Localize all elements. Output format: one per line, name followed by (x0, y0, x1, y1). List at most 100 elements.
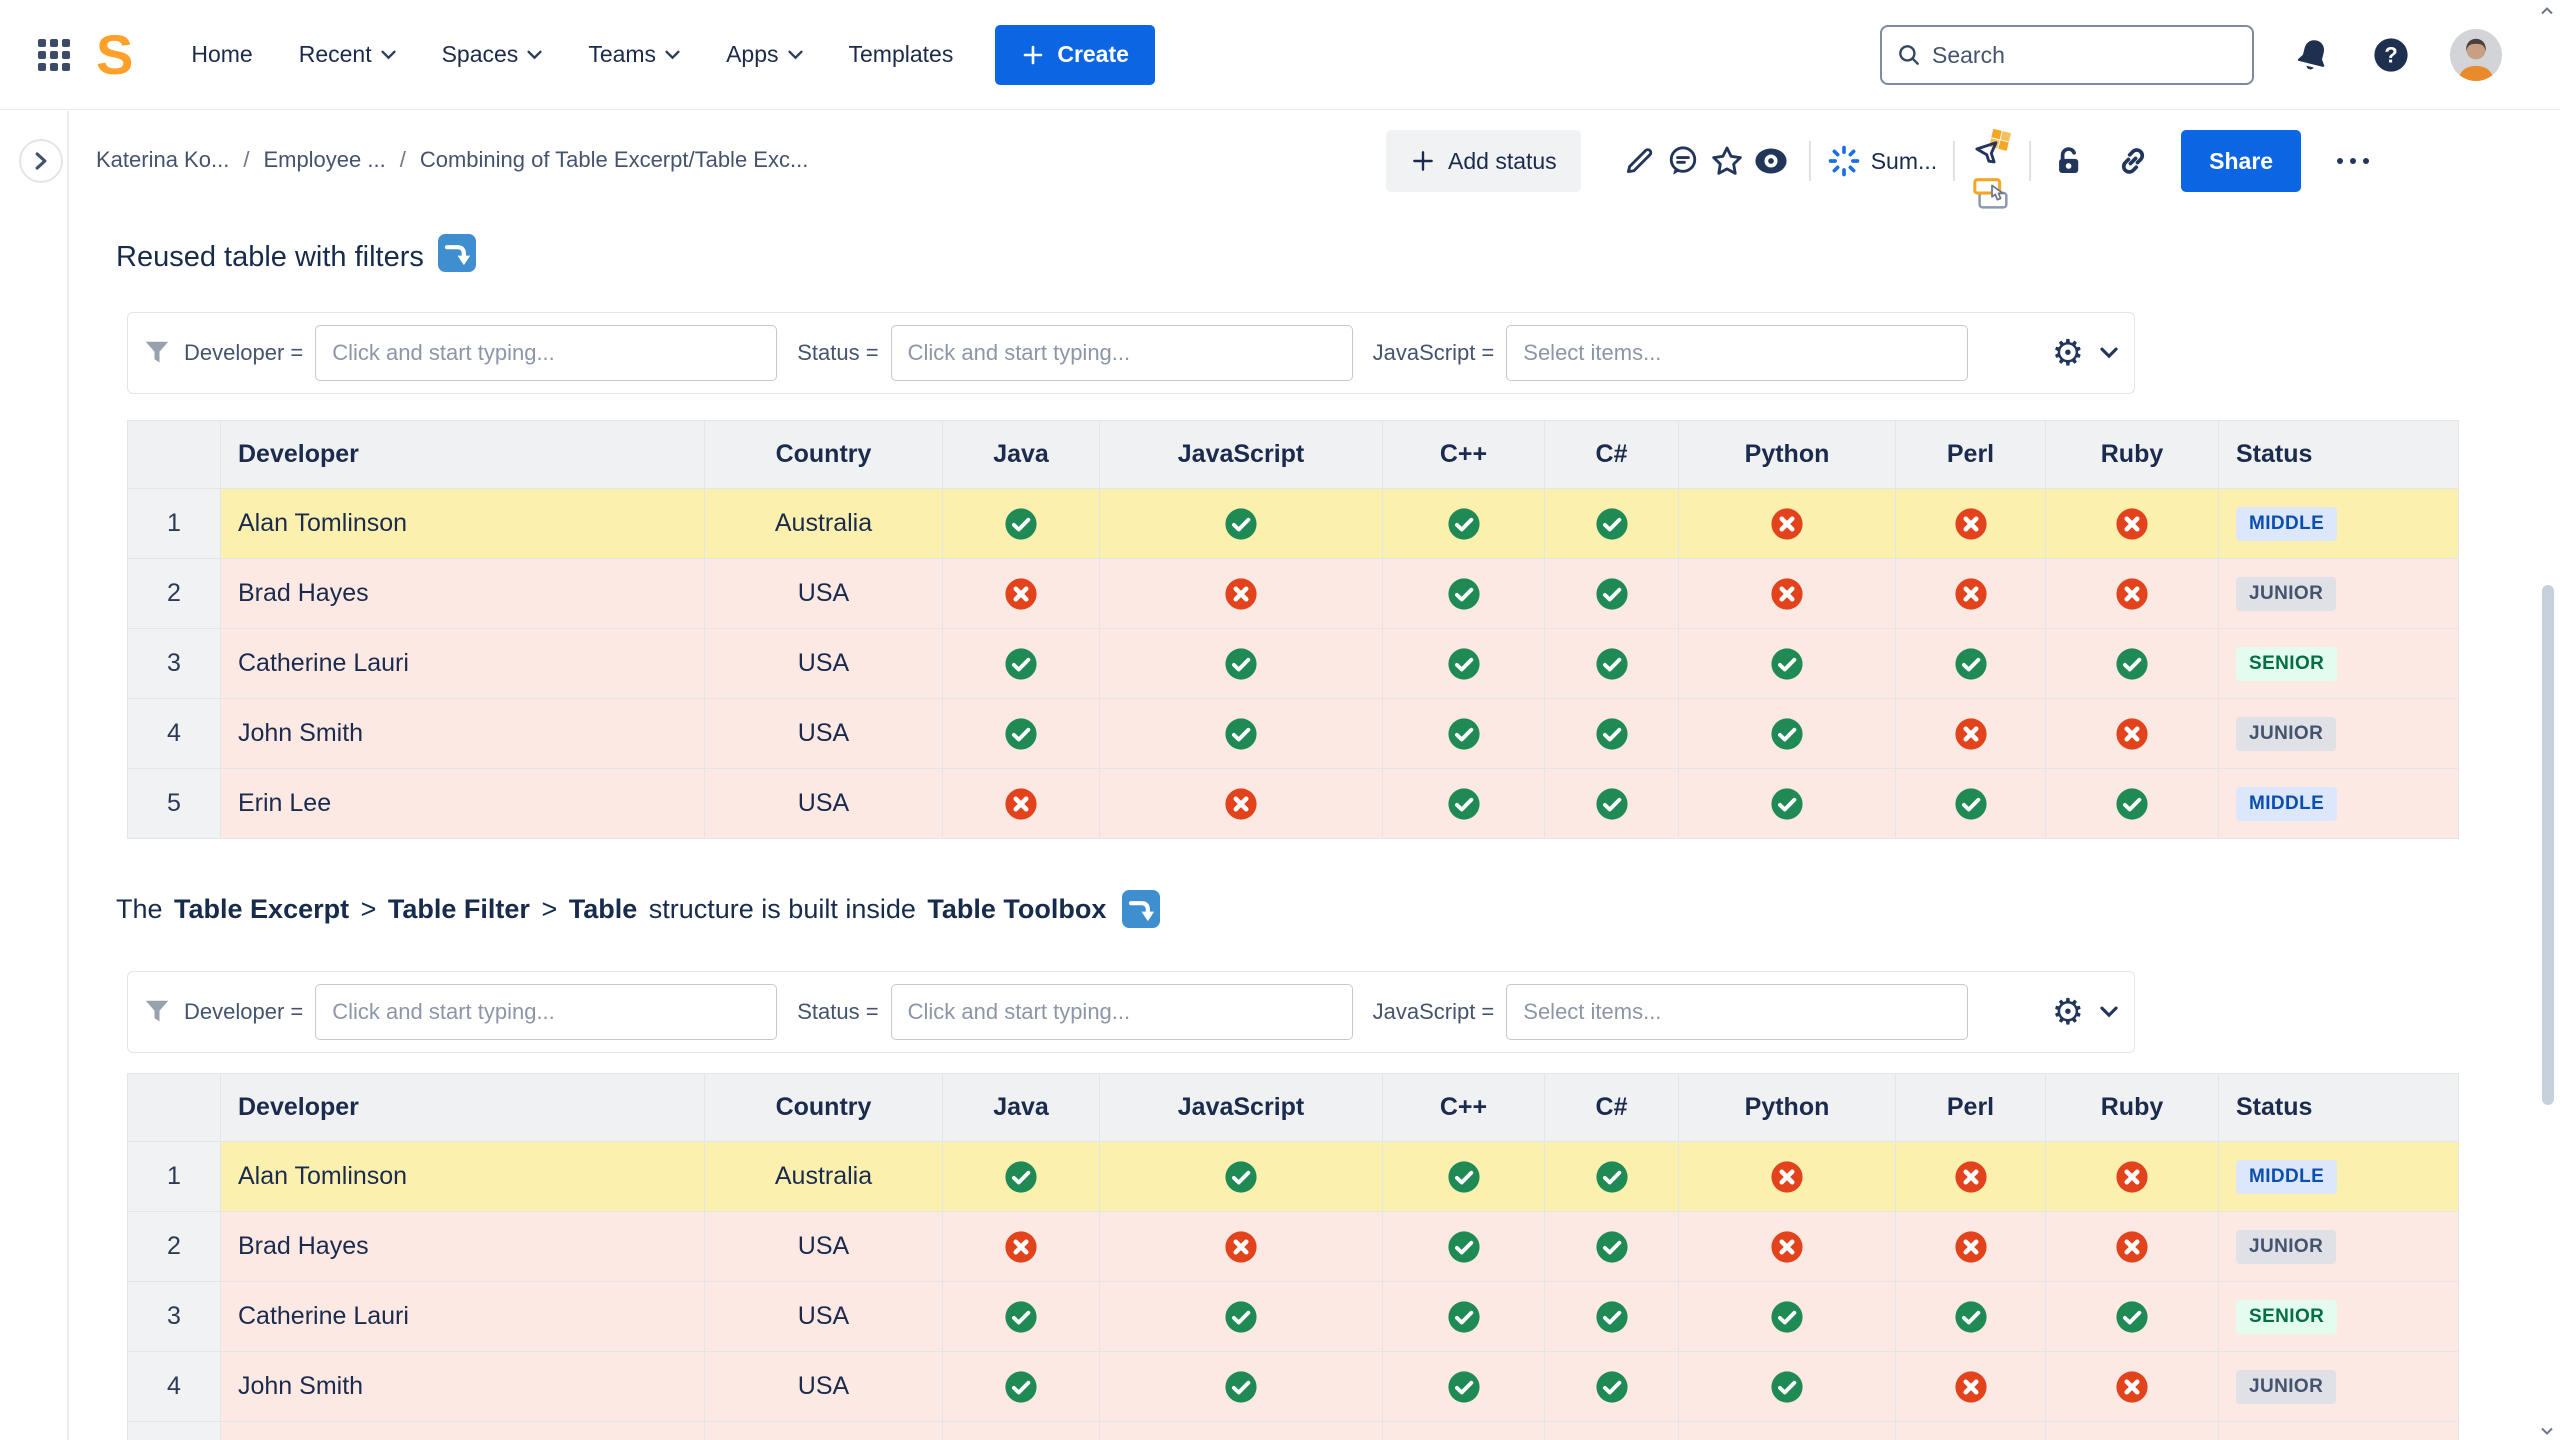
cross-icon (1004, 787, 1038, 821)
skill-cell (1100, 559, 1383, 629)
row-number: 4 (128, 699, 221, 769)
skill-cell (1383, 769, 1545, 839)
scroll-down-arrow[interactable] (2540, 1426, 2554, 1436)
gear-icon[interactable]: ⚙ (2052, 994, 2084, 1030)
search-box[interactable] (1880, 25, 2254, 85)
developer-cell: Erin Lee (221, 769, 705, 839)
skill-cell (1896, 1282, 2046, 1352)
check-icon (2115, 787, 2149, 821)
developer-cell: Brad Hayes (221, 559, 705, 629)
cross-icon (1004, 1230, 1038, 1264)
comment-icon[interactable] (1661, 139, 1705, 183)
skill-cell (1383, 1352, 1545, 1422)
user-avatar[interactable] (2450, 29, 2502, 81)
stiltsoft-logo[interactable]: S (96, 27, 133, 83)
nav-item-teams[interactable]: Teams (588, 41, 680, 68)
share-button[interactable]: Share (2181, 130, 2301, 192)
watch-eye-icon[interactable] (1749, 139, 1793, 183)
cross-icon (1224, 1230, 1258, 1264)
column-header (128, 421, 221, 489)
filter-select[interactable] (1506, 325, 1968, 381)
cross-icon (1224, 577, 1258, 611)
status-cell: MIDDLE (2219, 769, 2459, 839)
check-icon (1224, 717, 1258, 751)
confluence-page: S Home Recent Spaces Teams Apps Templates Cre… (0, 0, 2560, 1440)
row-number: 4 (128, 1352, 221, 1422)
check-icon (1595, 1370, 1629, 1404)
skill-cell (1896, 1352, 2046, 1422)
check-icon (1447, 787, 1481, 821)
more-actions-button[interactable] (2327, 148, 2379, 174)
nav-right-group: ? (1880, 0, 2502, 110)
filter-input[interactable] (891, 984, 1353, 1040)
breadcrumb-item[interactable]: Combining of Table Excerpt/Table Exc... (420, 147, 808, 173)
skill-cell (943, 1282, 1100, 1352)
help-icon[interactable]: ? (2372, 36, 2410, 74)
check-icon (1447, 717, 1481, 751)
country-cell: USA (705, 559, 943, 629)
nav-item-apps[interactable]: Apps (726, 41, 802, 68)
cross-icon (1224, 787, 1258, 821)
skill-cell (1383, 699, 1545, 769)
filter-group: Status = (797, 984, 1352, 1040)
table-row: 2Brad HayesUSAJUNIOR (128, 1212, 2459, 1282)
status-cell: MIDDLE (2219, 489, 2459, 559)
chevron-down-icon[interactable] (2100, 347, 2118, 359)
expand-sidebar-button[interactable] (19, 139, 63, 183)
breadcrumb-item[interactable]: Katerina Ko... (96, 147, 229, 173)
country-cell: USA (705, 769, 943, 839)
notifications-bell-icon[interactable] (2294, 36, 2332, 74)
create-button[interactable]: Create (995, 25, 1155, 85)
table-filter-app-icon[interactable] (1971, 129, 2013, 171)
filter-input[interactable] (315, 325, 777, 381)
app-switcher-icon[interactable] (38, 39, 70, 71)
check-icon (1004, 1300, 1038, 1334)
scroll-up-arrow[interactable] (2540, 6, 2554, 16)
filter-select[interactable] (1506, 984, 1968, 1040)
unlock-icon[interactable] (2047, 139, 2091, 183)
skill-cell (1100, 1422, 1383, 1440)
gear-icon[interactable]: ⚙ (2052, 335, 2084, 371)
chevron-down-icon[interactable] (2100, 1006, 2118, 1018)
skill-cell (1383, 489, 1545, 559)
filter-input[interactable] (891, 325, 1353, 381)
nav-item-home[interactable]: Home (191, 41, 252, 68)
chevron-right-icon (33, 152, 49, 170)
nav-item-spaces[interactable]: Spaces (442, 41, 543, 68)
table-toolbox-app-icon[interactable] (1971, 173, 2013, 215)
skill-cell (1679, 629, 1896, 699)
sidebar-divider (67, 111, 69, 1440)
skill-cell (943, 1142, 1100, 1212)
skill-cell (1679, 769, 1896, 839)
skill-cell (943, 629, 1100, 699)
nav-item-recent[interactable]: Recent (299, 41, 396, 68)
breadcrumb-item[interactable]: Employee ... (263, 147, 385, 173)
star-icon[interactable] (1705, 139, 1749, 183)
check-icon (1447, 1160, 1481, 1194)
search-input[interactable] (1932, 42, 2212, 69)
add-status-button[interactable]: Add status (1386, 130, 1581, 192)
skill-cell (1100, 629, 1383, 699)
skill-cell (1896, 1212, 2046, 1282)
skill-cell (1545, 1352, 1679, 1422)
skill-cell (1679, 1422, 1896, 1440)
cross-icon (1954, 507, 1988, 541)
copy-link-icon[interactable] (2111, 139, 2155, 183)
filter-label: Status = (797, 340, 878, 366)
edit-pencil-icon[interactable] (1617, 139, 1661, 183)
plus-icon (1410, 148, 1436, 174)
table-row: 1Alan TomlinsonAustraliaMIDDLE (128, 1142, 2459, 1212)
cross-icon (1954, 577, 1988, 611)
filter-input[interactable] (315, 984, 777, 1040)
check-icon (1004, 507, 1038, 541)
nav-item-templates[interactable]: Templates (849, 41, 954, 68)
check-icon (1447, 647, 1481, 681)
column-header: JavaScript (1100, 421, 1383, 489)
table-row: 4John SmithUSAJUNIOR (128, 1352, 2459, 1422)
ai-summarize-button[interactable]: Sum... (1827, 144, 1937, 178)
cross-icon (1770, 1160, 1804, 1194)
column-header: Developer (221, 1074, 705, 1142)
breadcrumb: Katerina Ko.../Employee .../Combining of… (96, 147, 808, 173)
vertical-scrollbar-thumb[interactable] (2542, 585, 2554, 1105)
column-header: C++ (1383, 421, 1545, 489)
